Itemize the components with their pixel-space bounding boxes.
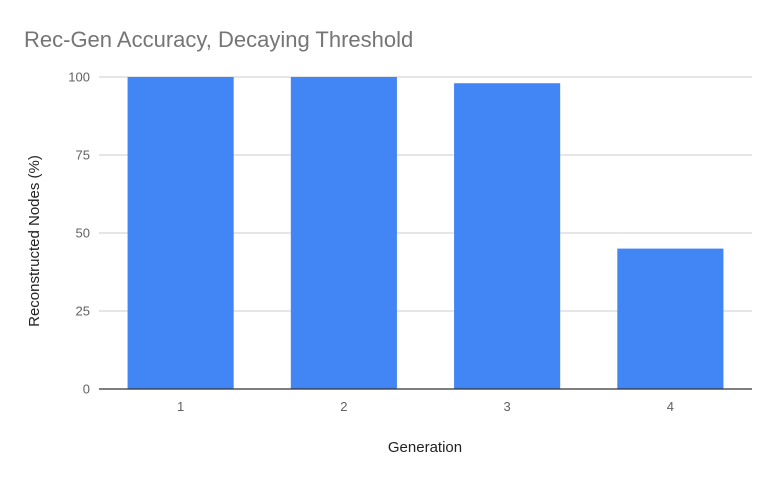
bar	[454, 83, 561, 390]
y-axis-title: Reconstructed Nodes (%)	[26, 155, 43, 327]
y-axis-ticks: 0 25 50 75 100	[68, 70, 90, 397]
x-tick-label: 3	[504, 399, 511, 414]
y-tick-label: 100	[68, 70, 90, 85]
y-tick-label: 0	[83, 382, 90, 397]
x-tick-label: 1	[177, 399, 184, 414]
chart-title: Rec-Gen Accuracy, Decaying Threshold	[24, 27, 413, 52]
bar	[617, 248, 724, 389]
x-axis-title: Generation	[388, 439, 462, 456]
y-tick-label: 50	[76, 226, 90, 241]
x-tick-label: 2	[340, 399, 347, 414]
x-axis-ticks: 1 2 3 4	[177, 399, 674, 414]
y-tick-label: 25	[76, 304, 90, 319]
bar	[290, 77, 397, 389]
bar	[127, 77, 234, 389]
x-tick-label: 4	[667, 399, 674, 414]
y-tick-label: 75	[76, 148, 90, 163]
bars	[127, 77, 724, 390]
